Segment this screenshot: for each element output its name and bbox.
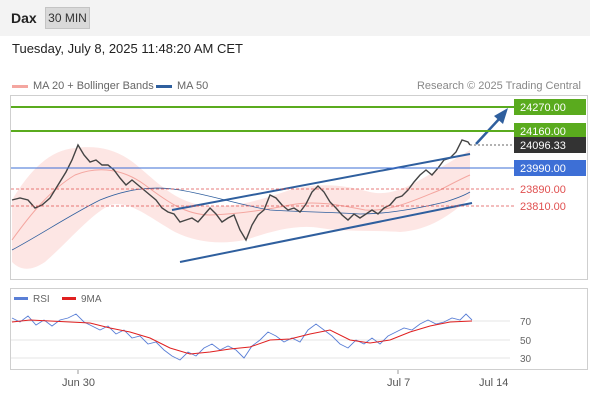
- ma9-swatch: [62, 297, 76, 300]
- ma20-line: [11, 169, 471, 241]
- rsi-level-70: 70: [520, 317, 532, 328]
- price-candles: [11, 139, 471, 242]
- ma9-legend-label: 9MA: [81, 294, 102, 305]
- chart-datetime: Tuesday, July 8, 2025 11:48:20 AM CET: [12, 41, 243, 56]
- ma50-legend: MA 50: [156, 80, 208, 92]
- x-label-1: Jun 30: [62, 377, 95, 389]
- rsi-swatch: [14, 297, 28, 300]
- level-tag-2: [514, 123, 586, 139]
- symbol-label: Dax: [11, 10, 37, 26]
- rsi-line: [11, 313, 473, 361]
- ma20-legend: MA 20 + Bollinger Bands: [12, 80, 154, 92]
- level-label-5: 23890.00: [520, 184, 566, 196]
- rsi-level-50: 50: [520, 336, 532, 347]
- ma20-legend-label: MA 20 + Bollinger Bands: [33, 80, 154, 92]
- level-tag-3: [514, 137, 586, 153]
- price-panel[interactable]: [10, 95, 588, 280]
- rsi-panel[interactable]: [10, 288, 588, 370]
- ma50-line: [11, 187, 471, 251]
- bollinger-band: [12, 147, 470, 269]
- ma50-legend-label: MA 50: [177, 80, 209, 92]
- level-label-1: 24270.00: [520, 102, 566, 114]
- level-label-6: 23810.00: [520, 201, 566, 213]
- channel-upper: [171, 153, 471, 211]
- x-label-3: Jul 14: [479, 377, 508, 389]
- level-tag-1: [514, 99, 586, 115]
- level-label-4: 23990.00: [520, 163, 566, 175]
- level-tag-4: [514, 160, 586, 176]
- level-label-3: 24096.33: [520, 140, 566, 152]
- top-bar: Dax 30 MIN: [0, 0, 590, 36]
- timeframe-button[interactable]: 30 MIN: [45, 7, 90, 29]
- rsi-level-30: 30: [520, 354, 532, 365]
- channel-lower: [179, 202, 473, 263]
- ma50-swatch: [156, 84, 172, 88]
- trend-arrow-head: [494, 108, 508, 124]
- level-label-2: 24160.00: [520, 126, 566, 138]
- ma9-line: [11, 319, 473, 355]
- x-label-2: Jul 7: [387, 377, 410, 389]
- research-credit: Research © 2025 Trading Central: [416, 80, 581, 92]
- rsi-legend-label: RSI: [33, 294, 50, 305]
- ma20-swatch: [12, 84, 28, 88]
